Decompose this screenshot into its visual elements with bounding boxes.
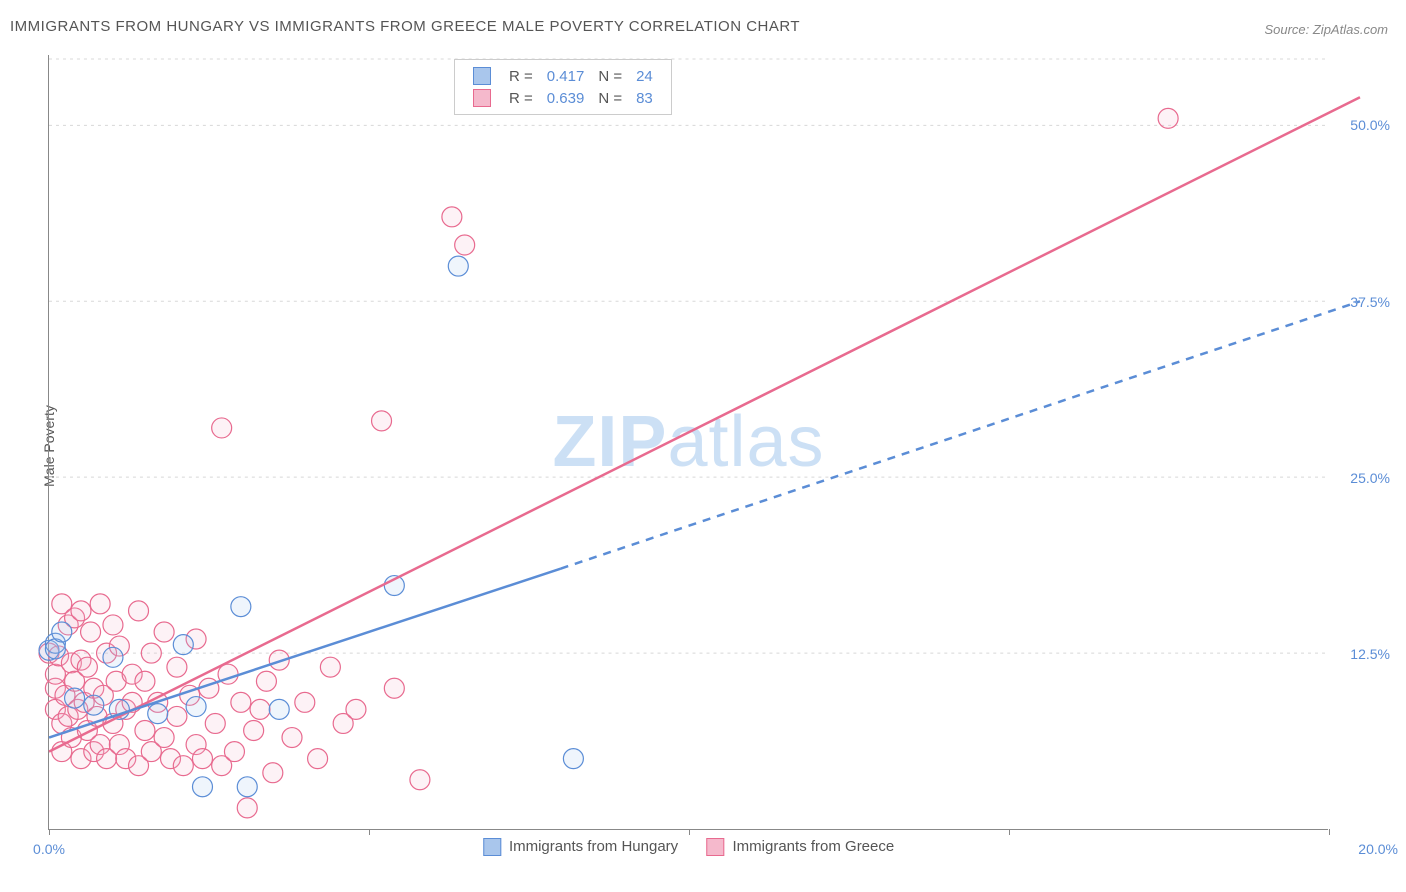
data-point [52,622,72,642]
y-tick-label: 25.0% [1350,470,1390,486]
data-point [135,671,155,691]
data-point [129,601,149,621]
data-point [103,647,123,667]
y-tick-label: 50.0% [1350,117,1390,133]
regression-line [561,301,1360,568]
y-tick-label: 37.5% [1350,294,1390,310]
data-point [231,692,251,712]
data-point [250,699,270,719]
r-label-2: R = [503,88,539,108]
data-point [167,657,187,677]
data-point [77,657,97,677]
hungary-swatch-icon [473,67,491,85]
data-point [1158,108,1178,128]
chart-title: IMMIGRANTS FROM HUNGARY VS IMMIGRANTS FR… [10,18,800,35]
chart-svg [49,55,1328,829]
data-point [384,678,404,698]
data-point [295,692,315,712]
data-point [205,713,225,733]
data-point [455,235,475,255]
data-point [135,721,155,741]
data-point [103,615,123,635]
data-point [410,770,430,790]
x-tick-label: 0.0% [33,841,65,857]
data-point [90,594,110,614]
y-tick-label: 12.5% [1350,646,1390,662]
data-point [84,695,104,715]
data-point [192,749,212,769]
greece-r-value: 0.639 [541,88,591,108]
data-point [167,706,187,726]
data-point [320,657,340,677]
data-point [263,763,283,783]
data-point [192,777,212,797]
x-tick [1009,829,1010,835]
x-tick [689,829,690,835]
data-point [231,597,251,617]
n-label: N = [592,66,628,86]
series-legend: Immigrants from Hungary Immigrants from … [471,838,906,856]
data-point [269,699,289,719]
x-tick [49,829,50,835]
data-point [186,697,206,717]
data-point [154,728,174,748]
x-tick [369,829,370,835]
hungary-n-value: 24 [630,66,659,86]
data-point [224,742,244,762]
data-point [282,728,302,748]
data-point [237,798,257,818]
n-label-2: N = [592,88,628,108]
data-point [308,749,328,769]
data-point [141,643,161,663]
x-tick [1329,829,1330,835]
data-point [81,622,101,642]
r-label: R = [503,66,539,86]
hungary-r-value: 0.417 [541,66,591,86]
data-point [244,721,264,741]
source-label: Source: ZipAtlas.com [1264,22,1388,37]
data-point [256,671,276,691]
greece-n-value: 83 [630,88,659,108]
data-point [65,688,85,708]
hungary-label: Immigrants from Hungary [509,838,678,855]
x-tick-label: 20.0% [1358,841,1398,857]
greece-swatch-icon [706,838,724,856]
plot-area: ZIPatlas R = 0.417 N = 24 R = 0 [48,55,1328,830]
data-point [71,601,91,621]
data-point [173,635,193,655]
data-point [442,207,462,227]
greece-swatch-icon [473,89,491,107]
data-point [154,622,174,642]
data-point [372,411,392,431]
data-point [237,777,257,797]
chart-container: IMMIGRANTS FROM HUNGARY VS IMMIGRANTS FR… [0,0,1406,892]
data-point [173,756,193,776]
greece-label: Immigrants from Greece [733,838,895,855]
data-point [212,418,232,438]
correlation-legend: R = 0.417 N = 24 R = 0.639 N = 83 [454,59,672,115]
data-point [448,256,468,276]
hungary-swatch-icon [483,838,501,856]
data-point [148,704,168,724]
data-point [346,699,366,719]
data-point [563,749,583,769]
